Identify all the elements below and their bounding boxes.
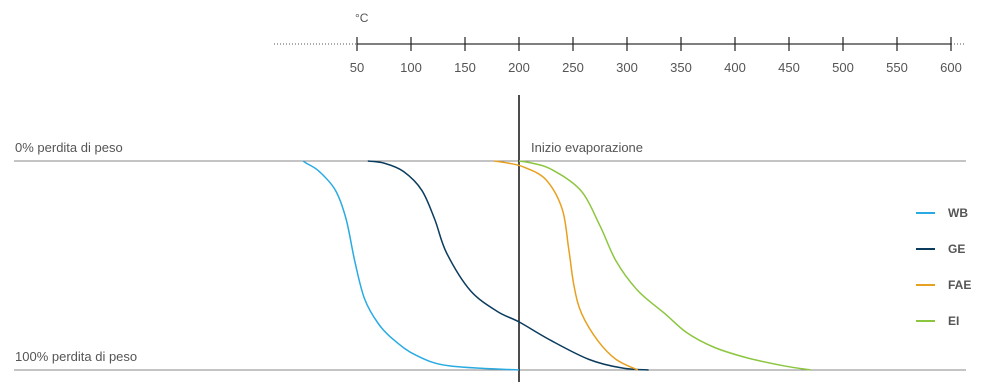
temperature-tick-label: 50 [350, 60, 364, 75]
temperature-ticks: 50 100 150 200 250 300 350 400 450 500 550 600 [350, 37, 962, 75]
temperature-tick-label: 250 [562, 60, 584, 75]
evaporation-marker: Inizio evaporazione [518, 95, 643, 382]
temperature-tick-label: 350 [670, 60, 692, 75]
temperature-tick-label: 200 [508, 60, 530, 75]
legend-label-ei: EI [948, 314, 959, 328]
temperature-tick-label: 550 [886, 60, 908, 75]
hundred-percent-label: 100% perdita di peso [15, 349, 137, 364]
weight-loss-reference: 0% perdita di peso 100% perdita di peso [14, 140, 966, 371]
temperature-tick-label: 500 [832, 60, 854, 75]
legend-label-fae: FAE [948, 278, 971, 292]
temperature-tick-label: 450 [778, 60, 800, 75]
legend-label-wb: WB [948, 206, 968, 220]
series-line-ge [367, 160, 649, 371]
legend-label-ge: GE [948, 242, 965, 256]
temperature-tick-label: 100 [400, 60, 422, 75]
temperature-tick-label: 400 [724, 60, 746, 75]
temperature-tick-label: 600 [940, 60, 962, 75]
zero-percent-label: 0% perdita di peso [15, 140, 123, 155]
evaporation-start-label: Inizio evaporazione [531, 140, 643, 155]
series-line-ei [518, 160, 811, 371]
series-line-wb [302, 160, 520, 371]
temperature-axis: °C 50 100 150 200 250 300 350 400 450 500 550 600 [274, 11, 966, 75]
series-line-fae [494, 160, 639, 371]
series-curves [302, 160, 811, 371]
temperature-tick-label: 150 [454, 60, 476, 75]
legend: WB GE FAE EI [916, 206, 971, 328]
temperature-tick-label: 300 [616, 60, 638, 75]
temperature-unit-label: °C [355, 11, 369, 25]
